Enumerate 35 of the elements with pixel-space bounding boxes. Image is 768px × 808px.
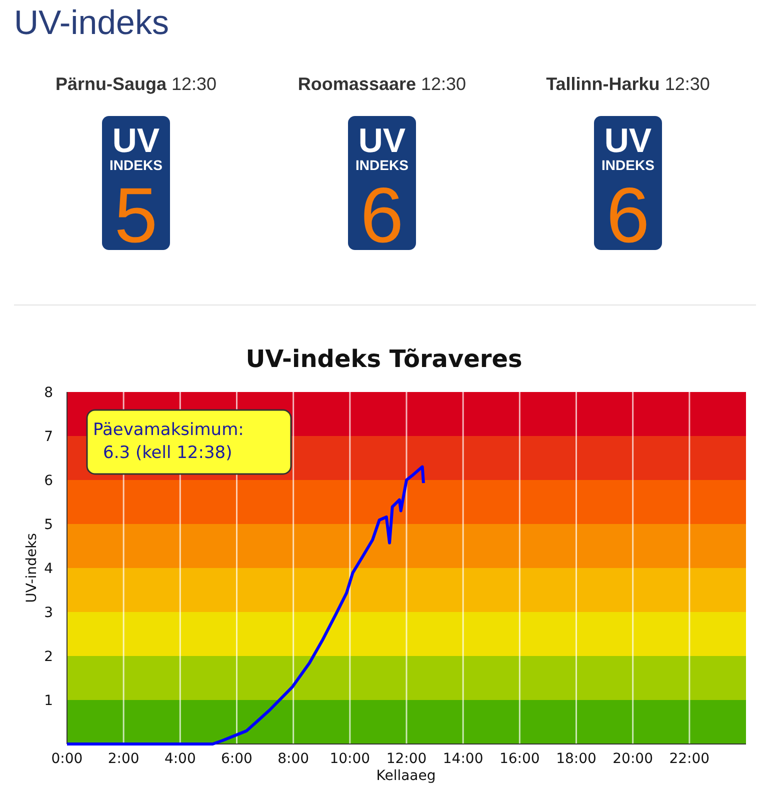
text: 12:30 [664,74,710,94]
text: 12:30 [421,74,466,94]
x-tick-label: 22:00 [669,751,710,767]
y-tick-label: 6 [44,473,54,489]
y-tick-label: 7 [44,429,53,445]
x-tick-label: 20:00 [612,751,654,767]
x-tick-label: 0:00 [51,751,83,767]
y-tick-label: 2 [44,649,53,665]
line-series [66,465,425,746]
x-tick-label: 6:00 [221,751,252,767]
text: 12:30 [172,74,217,94]
x-tick-label: 16:00 [499,751,540,767]
x-tick-label: 10:00 [330,751,370,767]
text: UV-indeks [14,4,169,42]
y-tick-label: 8 [44,385,53,401]
y-axis-title: UV-indeks [24,533,40,603]
y-tick-label: 5 [44,517,53,533]
annotation: Päevamaksimum: 6.3 (kell 12:38) [93,420,244,463]
y-tick-label: 4 [44,561,54,577]
x-tick-label: 14:00 [442,751,484,767]
category-label: Pärnu-Sauga [55,74,168,94]
x-axis-title: Kellaaeg [376,768,436,784]
category-label: Roomassaare [298,74,416,94]
category-label: Tallinn-Harku [546,74,660,94]
data-label: 6 [606,171,650,259]
y-tick-label: 1 [44,693,53,709]
chart-title: UV-indeks Tõraveres [246,345,522,373]
x-tick-label: 2:00 [108,751,140,767]
x-tick-label: 18:00 [556,751,596,767]
x-tick-label: 4:00 [164,751,196,767]
x-tick-label: 12:00 [386,751,427,767]
data-label: 6 [360,171,404,259]
x-tick-label: 8:00 [278,751,310,767]
y-tick-label: 3 [44,605,53,621]
data-label: 5 [114,171,158,259]
